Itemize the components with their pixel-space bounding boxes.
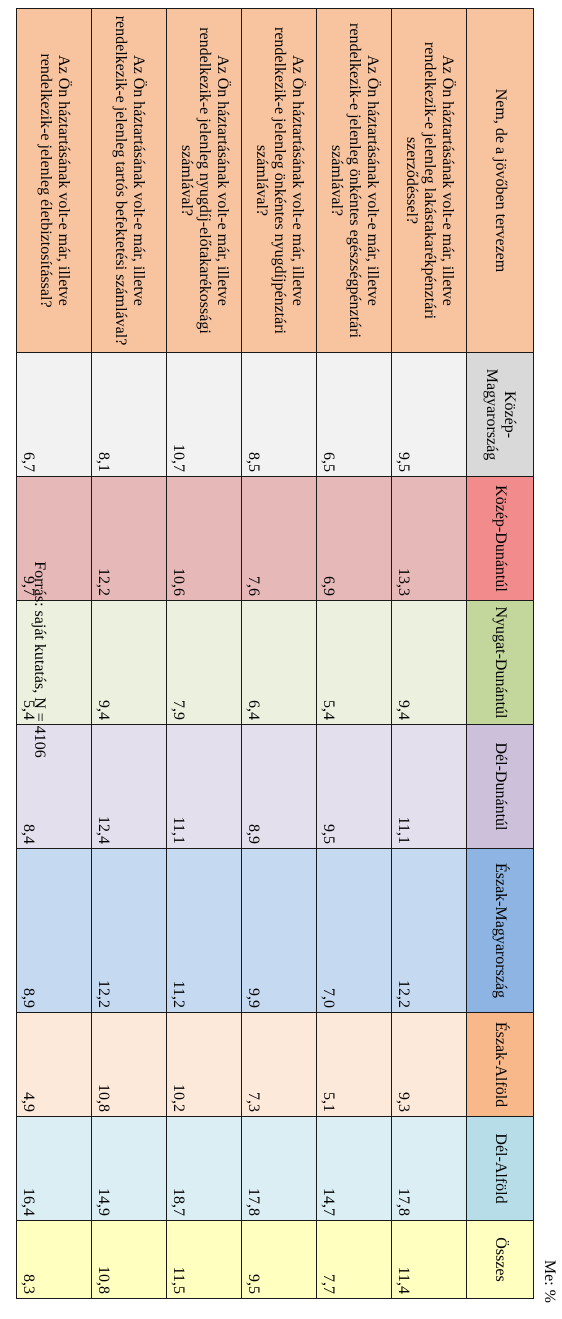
value-cell: 12,2 [91,848,167,1013]
value-cell: 6,5 [316,352,392,477]
table-row: Az Ön háztartásának volt-e már, illetve … [91,8,167,1299]
value-cell: 11,1 [166,724,242,849]
column-header: Nyugat-Dunántúl [466,600,534,725]
value-cell: 5,4 [16,600,92,725]
question-cell: Az Ön háztartásának volt-e már, illetve … [91,8,167,353]
value-cell: 8,9 [16,848,92,1013]
value-cell: 8,1 [91,352,167,477]
value-cell: 10,2 [166,1012,242,1117]
value-cell: 10,8 [91,1012,167,1117]
value-cell: 8,4 [16,724,92,849]
value-cell: 10,8 [91,1220,167,1299]
value-cell: 13,3 [391,476,467,601]
value-cell: 9,5 [391,352,467,477]
value-cell: 11,2 [166,848,242,1013]
question-cell: Az Ön háztartásának volt-e már, illetve … [166,8,242,353]
value-cell: 9,3 [391,1012,467,1117]
question-cell: Az Ön háztartásának volt-e már, illetve … [16,8,92,353]
value-cell: 8,5 [241,352,317,477]
value-cell: 8,9 [241,724,317,849]
value-cell: 9,4 [91,600,167,725]
value-cell: 12,4 [91,724,167,849]
value-cell: 6,9 [316,476,392,601]
value-cell: 9,4 [391,600,467,725]
value-cell: 10,7 [166,352,242,477]
value-cell: 7,7 [316,1220,392,1299]
value-cell: 11,5 [166,1220,242,1299]
column-header: Közép-Dunántúl [466,476,534,601]
value-cell: 11,4 [391,1220,467,1299]
value-cell: 10,6 [166,476,242,601]
header-row: Nem, de a jövőben tervezem Közép-Magyaro… [466,8,534,1299]
value-cell: 14,9 [91,1116,167,1221]
table-row: Az Ön háztartásának volt-e már, illetve … [16,8,92,1299]
value-cell: 12,2 [391,848,467,1013]
value-cell: 18,7 [166,1116,242,1221]
table-row: Az Ön háztartásának volt-e már, illetve … [391,8,467,1299]
value-cell: 14,7 [316,1116,392,1221]
value-cell: 17,8 [391,1116,467,1221]
value-cell: 11,1 [391,724,467,849]
question-cell: Az Ön háztartásának volt-e már, illetve … [391,8,467,353]
corner-header: Nem, de a jövőben tervezem [466,8,534,353]
question-cell: Az Ön háztartásának volt-e már, illetve … [316,8,392,353]
value-cell: 9,5 [241,1220,317,1299]
value-cell: 12,2 [91,476,167,601]
value-cell: 7,6 [241,476,317,601]
value-cell: 9,9 [241,848,317,1013]
column-header: Észak-Magyarország [466,848,534,1013]
column-header: Összes [466,1220,534,1299]
value-cell: 7,0 [316,848,392,1013]
value-cell: 4,9 [16,1012,92,1117]
source-note: Forrás: saját kutatás, N = 4106 [31,561,48,758]
value-cell: 7,9 [166,600,242,725]
value-cell: 8,3 [16,1220,92,1299]
value-cell: 17,8 [241,1116,317,1221]
column-header: Észak-Alföld [466,1012,534,1117]
survey-table: Nem, de a jövőben tervezem Közép-Magyaro… [16,8,534,1299]
value-cell: 5,1 [316,1012,392,1117]
column-header: Dél-Dunántúl [466,724,534,849]
value-cell: 5,4 [316,600,392,725]
question-cell: Az Ön háztartásának volt-e már, illetve … [241,8,317,353]
table-row: Az Ön háztartásának volt-e már, illetve … [316,8,392,1299]
table-row: Az Ön háztartásának volt-e már, illetve … [241,8,317,1299]
value-cell: 9,5 [316,724,392,849]
value-cell: 7,3 [241,1012,317,1117]
value-cell: 6,7 [16,352,92,477]
column-header: Dél-Alföld [466,1116,534,1221]
value-cell: 9,7 [16,476,92,601]
value-cell: 16,4 [16,1116,92,1221]
unit-label: Me: % [541,1259,558,1303]
column-header: Közép-Magyarország [466,352,534,477]
table-row: Az Ön háztartásának volt-e már, illetve … [166,8,242,1299]
value-cell: 6,4 [241,600,317,725]
